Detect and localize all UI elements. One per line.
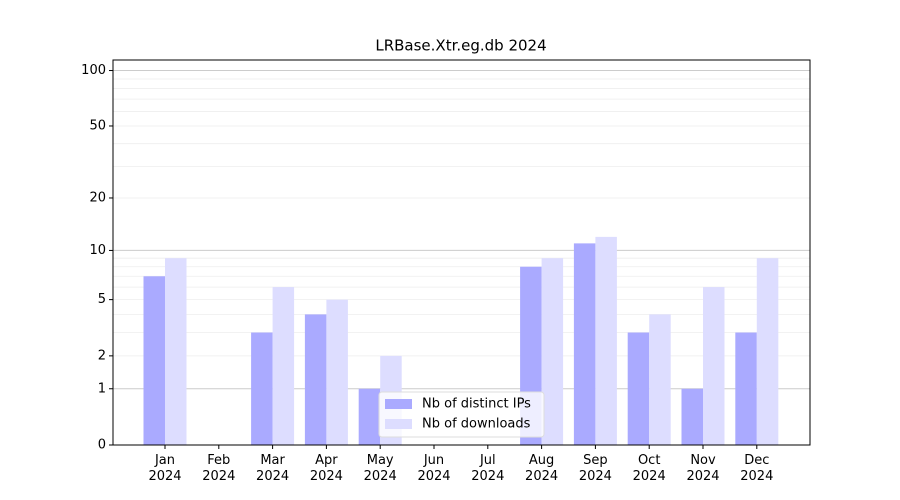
plot-frame <box>112 59 811 446</box>
y-tick-label: 20 <box>89 190 106 205</box>
bar <box>681 388 703 445</box>
chart-title: LRBase.Xtr.eg.db 2024 <box>375 37 546 55</box>
x-tick-label: Sep 2024 <box>578 453 612 484</box>
x-tick-label: Jun 2024 <box>417 453 451 484</box>
bar <box>251 332 273 445</box>
y-tick-label: 50 <box>89 118 106 133</box>
bar <box>143 276 165 445</box>
x-tick-label: Aug 2024 <box>525 453 559 484</box>
bar <box>735 332 757 445</box>
x-tick-label: Feb 2024 <box>202 453 236 484</box>
x-tick-label: May 2024 <box>363 453 397 484</box>
y-tick-label: 1 <box>98 381 106 396</box>
y-tick-label: 100 <box>81 63 106 78</box>
x-tick-label: Nov 2024 <box>686 453 720 484</box>
bar <box>165 258 187 445</box>
x-tick-label: Jan 2024 <box>148 453 182 484</box>
bar <box>326 299 348 445</box>
x-tick-label: Dec 2024 <box>740 453 774 484</box>
bar <box>595 236 617 445</box>
y-tick-label: 10 <box>89 243 106 258</box>
legend-box <box>378 391 545 438</box>
bar <box>358 388 381 445</box>
bar <box>541 258 564 445</box>
x-tick-label: Apr 2024 <box>309 453 343 484</box>
y-tick-label: 2 <box>98 348 106 363</box>
y-tick-label: 0 <box>98 438 106 453</box>
x-tick-label: Oct 2024 <box>632 453 666 484</box>
bar <box>304 314 327 445</box>
legend-swatch <box>385 419 412 429</box>
bar <box>703 287 725 445</box>
y-tick-label: 5 <box>98 292 106 307</box>
bar <box>272 287 295 445</box>
legend-label: Nb of distinct IPs <box>422 397 531 412</box>
x-tick-label: Jul 2024 <box>471 453 505 484</box>
legend-label: Nb of downloads <box>422 417 531 432</box>
legend-swatch <box>385 399 412 409</box>
bar <box>573 243 596 445</box>
bar <box>649 314 671 445</box>
x-tick-label: Mar 2024 <box>256 453 290 484</box>
bar <box>756 258 779 445</box>
bar <box>627 332 650 445</box>
